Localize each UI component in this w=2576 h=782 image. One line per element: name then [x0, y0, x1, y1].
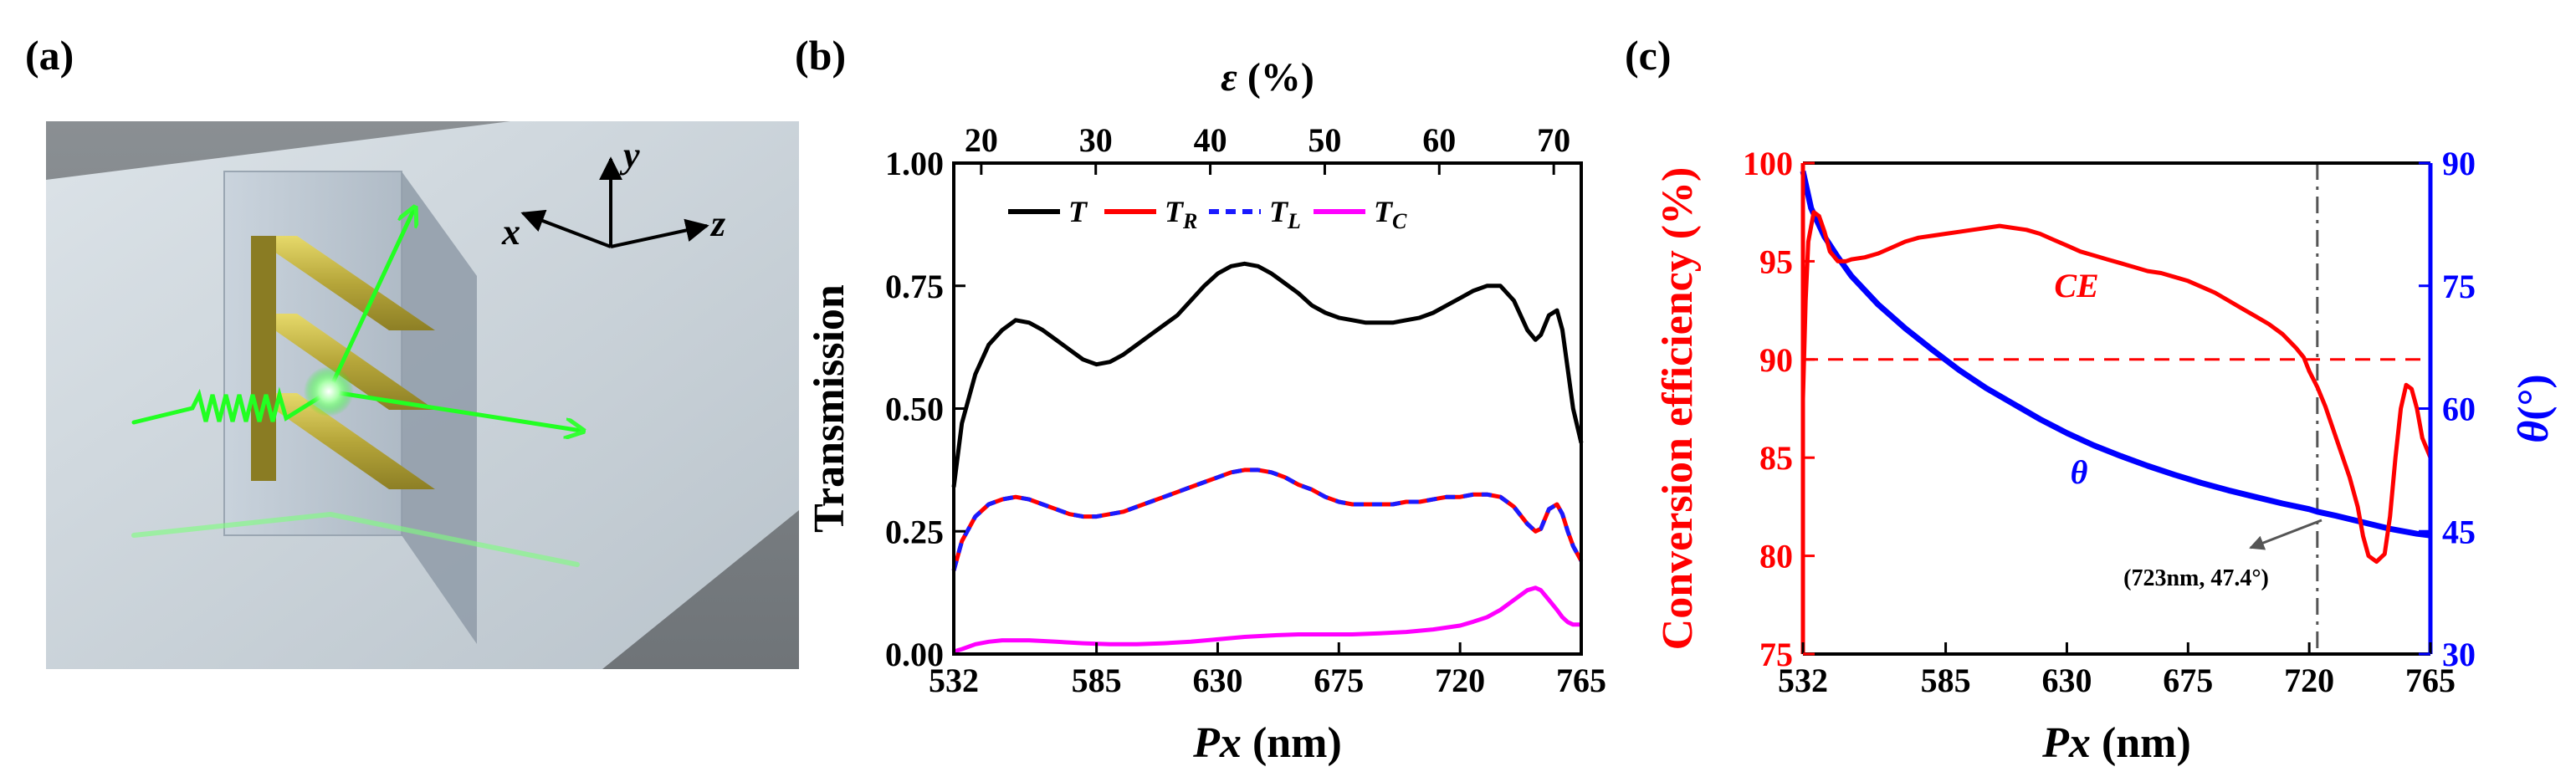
- theta-curve-label: θ: [2071, 453, 2088, 491]
- top-tick-label: 40: [1194, 121, 1227, 159]
- legend-label: TR: [1165, 195, 1197, 233]
- y-left-axis-title: Conversion efficiency (%): [1654, 167, 1702, 651]
- top-tick-label: 20: [965, 121, 998, 159]
- y-right-tick-label: 90: [2442, 145, 2476, 182]
- legend-label-main: T: [1374, 195, 1394, 228]
- y-axis-title: Transmission: [806, 284, 853, 533]
- legend-label-sub: L: [1287, 209, 1301, 233]
- legend-label-sub: C: [1392, 209, 1407, 233]
- conversion-efficiency-chart: 532 585 630 675 720 765 75 80 85 90 95 100 30 45 60 75 9…: [1654, 145, 2558, 767]
- y-left-tick-label: 75: [1759, 636, 1793, 673]
- legend-label-sub: R: [1182, 209, 1197, 233]
- axis-x-label: x: [501, 212, 520, 253]
- y-tick-label: 0.00: [885, 636, 944, 673]
- x-axis-title: Px (nm): [2041, 719, 2191, 767]
- y-right-tick-label: 75: [2442, 268, 2476, 305]
- y-tick-label: 1.00: [885, 145, 944, 182]
- y-right-tick-label: 45: [2442, 513, 2476, 550]
- y-right-tick-label: 30: [2442, 636, 2476, 673]
- x-tick-label: 630: [1192, 662, 1242, 699]
- x-axis-title-unit: (nm): [2091, 719, 2191, 767]
- y-left-tick-label: 85: [1759, 439, 1793, 477]
- axis-z-label: z: [709, 203, 725, 244]
- axes-triad: [520, 156, 709, 248]
- focus-glow: [304, 366, 354, 417]
- x-axis-title-symbol: Px: [2041, 719, 2091, 767]
- y-tick-label: 0.50: [885, 391, 944, 428]
- x-tick-label: 585: [1921, 662, 1971, 699]
- legend-label-main: T: [1068, 195, 1088, 228]
- y-right-tick-label: 60: [2442, 391, 2476, 428]
- x-axis-title-unit: (nm): [1242, 719, 1342, 767]
- y-left-tick-label: 90: [1759, 341, 1793, 379]
- legend-label-main: T: [1165, 195, 1185, 228]
- legend-label: TC: [1374, 195, 1407, 233]
- y-left-tick-label: 80: [1759, 538, 1793, 575]
- series-theta-line: [1800, 171, 2431, 539]
- legend-label: T: [1068, 195, 1088, 228]
- light-beams: [131, 209, 581, 567]
- series-ce-line: [1800, 210, 2433, 565]
- x-tick-label: 630: [2041, 662, 2092, 699]
- y-tick-label: 0.25: [885, 513, 944, 550]
- y-right-axis-title: θ(°): [2510, 374, 2558, 442]
- x-tick-label: 720: [2284, 662, 2334, 699]
- series-tl-line: [951, 468, 1584, 571]
- series-tc-line: [953, 585, 1581, 654]
- panel-b-label: (b): [795, 32, 846, 79]
- x-axis-title: Px (nm): [1192, 719, 1342, 767]
- x-tick-label: 532: [929, 662, 979, 699]
- panel-a-label: (a): [25, 32, 74, 79]
- x-tick-label: 720: [1435, 662, 1485, 699]
- x-tick-label: 675: [2163, 662, 2213, 699]
- series-t-line: [951, 261, 1584, 488]
- legend-label: TL: [1269, 195, 1301, 233]
- top-axis-title: ε (%): [1221, 55, 1314, 100]
- incident-beam: [131, 386, 329, 425]
- annotation-text: (723nm, 47.4°): [2123, 565, 2269, 591]
- top-tick-label: 50: [1308, 121, 1341, 159]
- y-left-tick-label: 95: [1759, 243, 1793, 280]
- top-tick-label: 70: [1537, 121, 1570, 159]
- top-tick-label: 30: [1079, 121, 1113, 159]
- x-axis-title-symbol: Px: [1192, 719, 1242, 767]
- y-left-tick-label: 100: [1743, 145, 1793, 182]
- plot-frame: [952, 161, 1583, 656]
- metasurface-illustration: y z x: [46, 121, 799, 669]
- y-right-axis-title-symbol: θ: [2510, 421, 2558, 443]
- axis-y-label: y: [619, 135, 640, 176]
- x-tick-label: 765: [1556, 662, 1606, 699]
- top-axis-title-unit: (%): [1237, 55, 1314, 100]
- legend-label-main: T: [1269, 195, 1289, 228]
- x-tick-label: 765: [2405, 662, 2456, 699]
- series-tr-line: [951, 468, 1584, 571]
- shadow-beam: [131, 512, 580, 567]
- annotation-arrow: [2249, 519, 2322, 550]
- x-tick-label: 532: [1778, 662, 1828, 699]
- top-axis-title-symbol: ε: [1221, 55, 1237, 100]
- x-tick-label: 675: [1314, 662, 1364, 699]
- panel-c-label: (c): [1625, 32, 1672, 79]
- transmitted-beam: [326, 389, 581, 431]
- reflected-beam: [326, 209, 414, 394]
- x-tick-label: 585: [1072, 662, 1122, 699]
- y-right-axis-title-unit: (°): [2510, 374, 2558, 420]
- y-tick-label: 0.75: [885, 268, 944, 305]
- top-tick-label: 60: [1422, 121, 1456, 159]
- ce-curve-label: CE: [2054, 267, 2098, 304]
- transmission-chart: 532 585 630 675 720 765 20 30 40 50 60 70 0.00 0.25 0.…: [806, 55, 1606, 767]
